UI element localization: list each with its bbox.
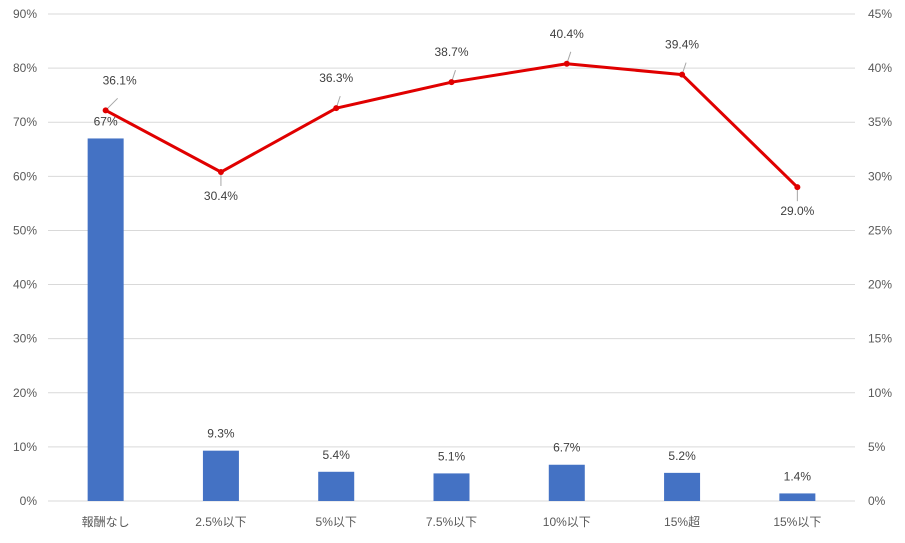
- gridlines: [48, 13, 855, 502]
- left-tick-label: 0%: [20, 494, 38, 508]
- line-data-label: 36.3%: [319, 71, 353, 85]
- right-tick-label: 30%: [868, 169, 892, 183]
- x-axis: 報酬なし 2.5%以下 5%以下 7.5%以下 10%以下 15%超 15%以下: [82, 514, 822, 529]
- left-tick-label: 30%: [13, 332, 37, 346]
- right-tick-label: 35%: [868, 115, 892, 129]
- x-tick-label: 10%以下: [543, 515, 591, 529]
- line-point: [794, 184, 801, 191]
- left-y-axis: 0% 10% 20% 30% 40% 50% 60% 70% 80% 90%: [13, 7, 37, 508]
- left-tick-label: 40%: [13, 278, 37, 292]
- x-tick-label: 15%以下: [773, 515, 821, 529]
- left-tick-label: 60%: [13, 169, 37, 183]
- line-data-label: 38.7%: [434, 45, 468, 59]
- bar-data-label: 6.7%: [553, 441, 581, 455]
- line-data-label: 29.0%: [780, 204, 814, 218]
- line-point: [217, 169, 224, 176]
- line-data-label: 30.4%: [204, 189, 238, 203]
- line-point: [563, 60, 570, 67]
- left-tick-label: 80%: [13, 61, 37, 75]
- bar-data-label: 5.2%: [668, 449, 696, 463]
- line-point: [448, 79, 455, 86]
- line-point: [679, 71, 686, 78]
- x-tick-label: 2.5%以下: [195, 515, 246, 529]
- bar-data-label: 5.4%: [323, 448, 351, 462]
- left-tick-label: 50%: [13, 223, 37, 237]
- x-tick-label: 5%以下: [316, 515, 357, 529]
- bar: [779, 493, 816, 501]
- bar: [664, 472, 701, 501]
- left-tick-label: 20%: [13, 386, 37, 400]
- right-tick-label: 5%: [868, 440, 886, 454]
- x-tick-label: 7.5%以下: [426, 515, 477, 529]
- line-point: [333, 105, 340, 112]
- x-tick-label: 15%超: [664, 514, 700, 529]
- line-point: [102, 107, 109, 114]
- right-tick-label: 15%: [868, 332, 892, 346]
- right-tick-label: 20%: [868, 278, 892, 292]
- line-data-label: 40.4%: [550, 27, 584, 41]
- bar: [318, 471, 355, 501]
- bar-data-label: 9.3%: [207, 427, 235, 441]
- bar: [87, 138, 124, 501]
- left-tick-label: 70%: [13, 115, 37, 129]
- right-tick-label: 0%: [868, 494, 886, 508]
- right-tick-label: 45%: [868, 7, 892, 21]
- right-y-axis: 0% 5% 10% 15% 20% 25% 30% 35% 40% 45%: [868, 7, 892, 508]
- right-tick-label: 25%: [868, 223, 892, 237]
- line-series: 36.1% 30.4% 36.3% 38.7% 40.4% 39.4% 29.0%: [103, 27, 815, 218]
- x-tick-label: 報酬なし: [82, 515, 130, 529]
- left-tick-label: 90%: [13, 7, 37, 21]
- line-data-label: 39.4%: [665, 38, 699, 52]
- bar: [202, 450, 239, 501]
- bar-series: 67% 9.3% 5.4% 5.1% 6.7% 5.2% 1.4%: [87, 114, 816, 501]
- line-data-label: 36.1%: [103, 73, 137, 87]
- bar-data-label: 5.1%: [438, 449, 466, 463]
- bar-data-label: 1.4%: [784, 469, 812, 483]
- left-tick-label: 10%: [13, 440, 37, 454]
- bar: [433, 473, 470, 501]
- right-tick-label: 40%: [868, 61, 892, 75]
- bar: [548, 464, 585, 501]
- bar-data-label: 67%: [94, 114, 118, 128]
- right-tick-label: 10%: [868, 386, 892, 400]
